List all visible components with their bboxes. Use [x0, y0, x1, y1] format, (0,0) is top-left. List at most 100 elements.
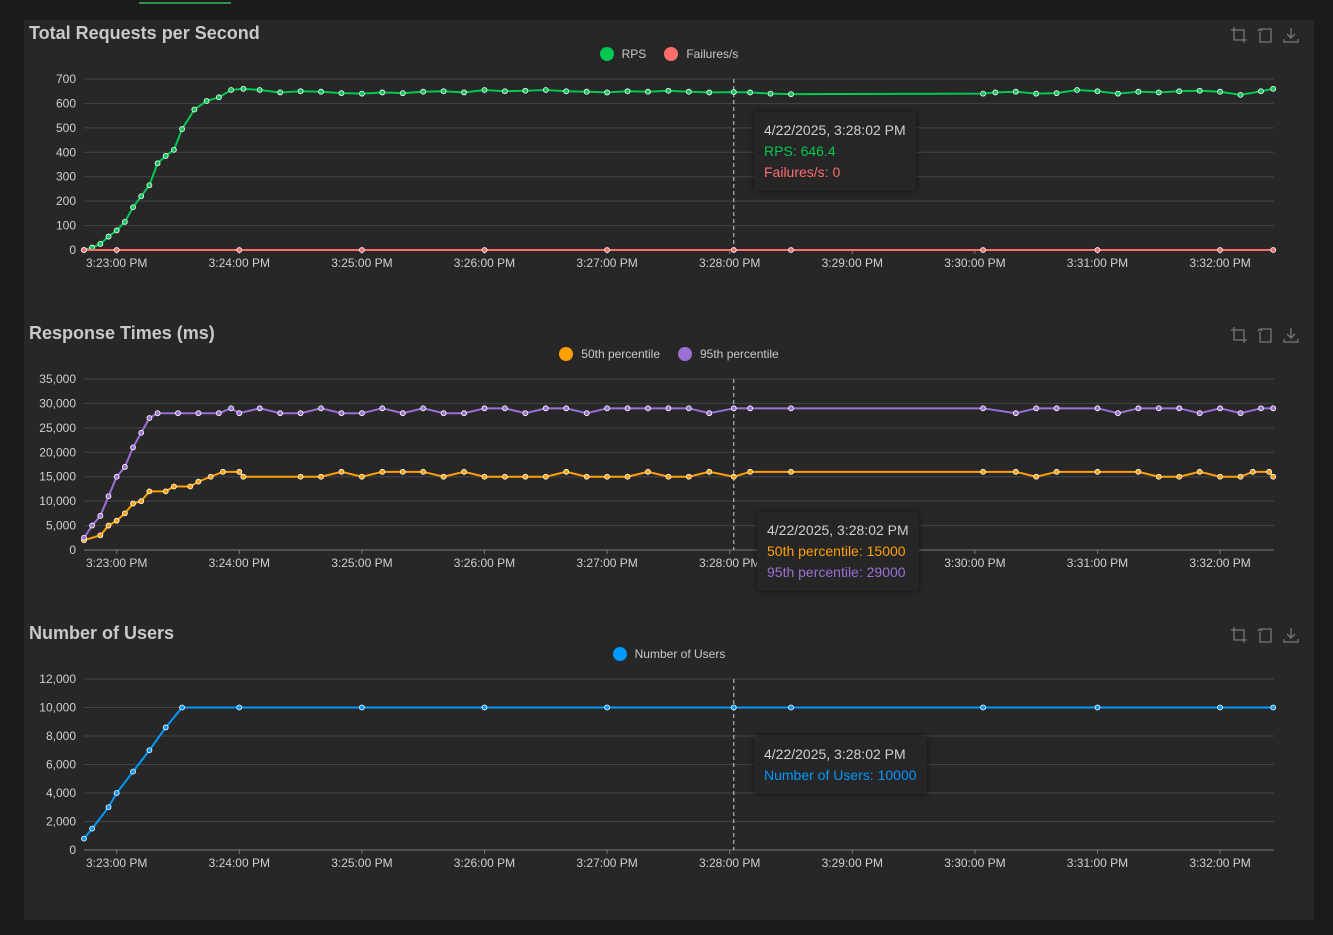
data-point	[1053, 90, 1060, 97]
x-tick-label: 3:25:00 PM	[331, 256, 392, 270]
data-point	[399, 410, 406, 417]
data-point	[730, 89, 737, 95]
zoom-icon[interactable]	[1230, 326, 1248, 344]
data-point	[236, 410, 243, 417]
chart-plot-area[interactable]: 0 5,000 10,000 15,000 20,000 25,000 30,000 35,0…	[24, 320, 1314, 620]
data-point	[1155, 473, 1162, 480]
data-point	[171, 483, 177, 490]
zoom-icon[interactable]	[1230, 626, 1248, 644]
y-tick-label: 500	[56, 121, 76, 135]
data-point	[81, 835, 87, 842]
legend-dot-icon	[559, 347, 574, 361]
data-point	[1135, 88, 1142, 95]
data-point	[481, 405, 488, 412]
data-point	[1094, 88, 1101, 95]
data-point	[788, 247, 794, 253]
restore-icon[interactable]	[1256, 26, 1274, 44]
data-point	[522, 87, 529, 94]
x-tick-label: 3:26:00 PM	[454, 256, 515, 270]
x-tick-label: 3:32:00 PM	[1189, 256, 1250, 270]
data-point	[81, 247, 87, 253]
restore-icon[interactable]	[1256, 626, 1274, 644]
data-point	[1217, 473, 1223, 480]
data-point	[1053, 468, 1060, 475]
x-tick-label: 3:24:00 PM	[209, 256, 270, 270]
data-point	[113, 227, 120, 234]
chart-plot-area[interactable]: 0 2,000 4,000 6,000 8,000 10,000 12,000 3:23:00…	[24, 620, 1314, 920]
data-point	[240, 473, 247, 480]
legend-item-p95[interactable]: 95th percentile	[678, 347, 779, 361]
data-point	[604, 405, 610, 412]
data-point	[542, 473, 549, 480]
data-point	[1237, 473, 1244, 480]
download-icon[interactable]	[1282, 626, 1300, 644]
x-tick-label: 3:31:00 PM	[1067, 556, 1128, 570]
data-point	[162, 488, 169, 495]
y-tick-label: 35,000	[39, 372, 76, 386]
data-point	[179, 126, 185, 132]
data-point	[228, 405, 235, 412]
data-point	[154, 410, 161, 417]
legend-item-failures[interactable]: Failures/s	[664, 47, 738, 61]
data-point	[138, 429, 145, 436]
y-tick-label: 20,000	[39, 445, 76, 459]
zoom-icon[interactable]	[1230, 26, 1248, 44]
x-tick-label: 3:27:00 PM	[576, 856, 637, 870]
data-point	[146, 182, 153, 189]
data-point	[195, 478, 202, 485]
data-point	[1053, 405, 1060, 412]
chart-legend: Number of Users	[24, 647, 1314, 661]
data-point	[97, 512, 104, 519]
y-tick-label: 10,000	[39, 701, 76, 715]
data-point	[767, 90, 774, 97]
data-point	[358, 247, 365, 253]
data-point	[358, 90, 365, 97]
data-point	[1033, 405, 1040, 412]
chart-legend: RPS Failures/s	[24, 47, 1314, 61]
data-point	[191, 106, 198, 113]
data-point	[563, 468, 570, 475]
legend-label: 95th percentile	[700, 347, 779, 361]
legend-dot-icon	[664, 47, 679, 61]
data-point	[1094, 468, 1101, 475]
data-point	[788, 91, 794, 98]
download-icon[interactable]	[1282, 326, 1300, 344]
data-point	[481, 87, 488, 93]
data-point	[747, 89, 754, 96]
data-point	[502, 405, 508, 412]
data-point	[358, 410, 365, 417]
chart-title: Response Times (ms)	[29, 323, 215, 343]
data-point	[788, 704, 794, 711]
download-icon[interactable]	[1282, 26, 1300, 44]
data-point	[604, 704, 610, 711]
y-tick-label: 2,000	[46, 815, 76, 829]
data-point	[706, 468, 713, 475]
data-point	[665, 87, 672, 94]
data-point	[1217, 704, 1223, 711]
data-point	[563, 88, 570, 95]
data-point	[583, 88, 590, 95]
data-point	[105, 233, 112, 240]
data-point	[105, 804, 112, 811]
chart-title: Number of Users	[29, 623, 175, 643]
data-point	[89, 522, 96, 529]
data-point	[1176, 473, 1183, 480]
data-point	[420, 405, 427, 412]
data-point	[665, 473, 672, 480]
legend-item-users[interactable]: Number of Users	[612, 647, 725, 661]
legend-item-rps[interactable]: RPS	[599, 47, 646, 61]
chart-plot-area[interactable]: 0 100 200 300 400 500 600 700 3:23:00 PM 3:24:00 …	[24, 20, 1314, 320]
chart-toolbox	[1230, 626, 1300, 644]
data-point	[297, 88, 304, 95]
legend-item-p50[interactable]: 50th percentile	[559, 347, 660, 361]
data-point	[1217, 405, 1223, 412]
data-point	[980, 405, 986, 412]
data-point	[179, 704, 185, 711]
active-tab-indicator	[139, 2, 231, 4]
x-tick-label: 3:29:00 PM	[822, 856, 883, 870]
y-tick-label: 12,000	[39, 672, 76, 686]
restore-icon[interactable]	[1256, 326, 1274, 344]
y-tick-label: 0	[69, 843, 76, 857]
data-point	[1033, 90, 1040, 97]
data-point	[980, 247, 986, 253]
